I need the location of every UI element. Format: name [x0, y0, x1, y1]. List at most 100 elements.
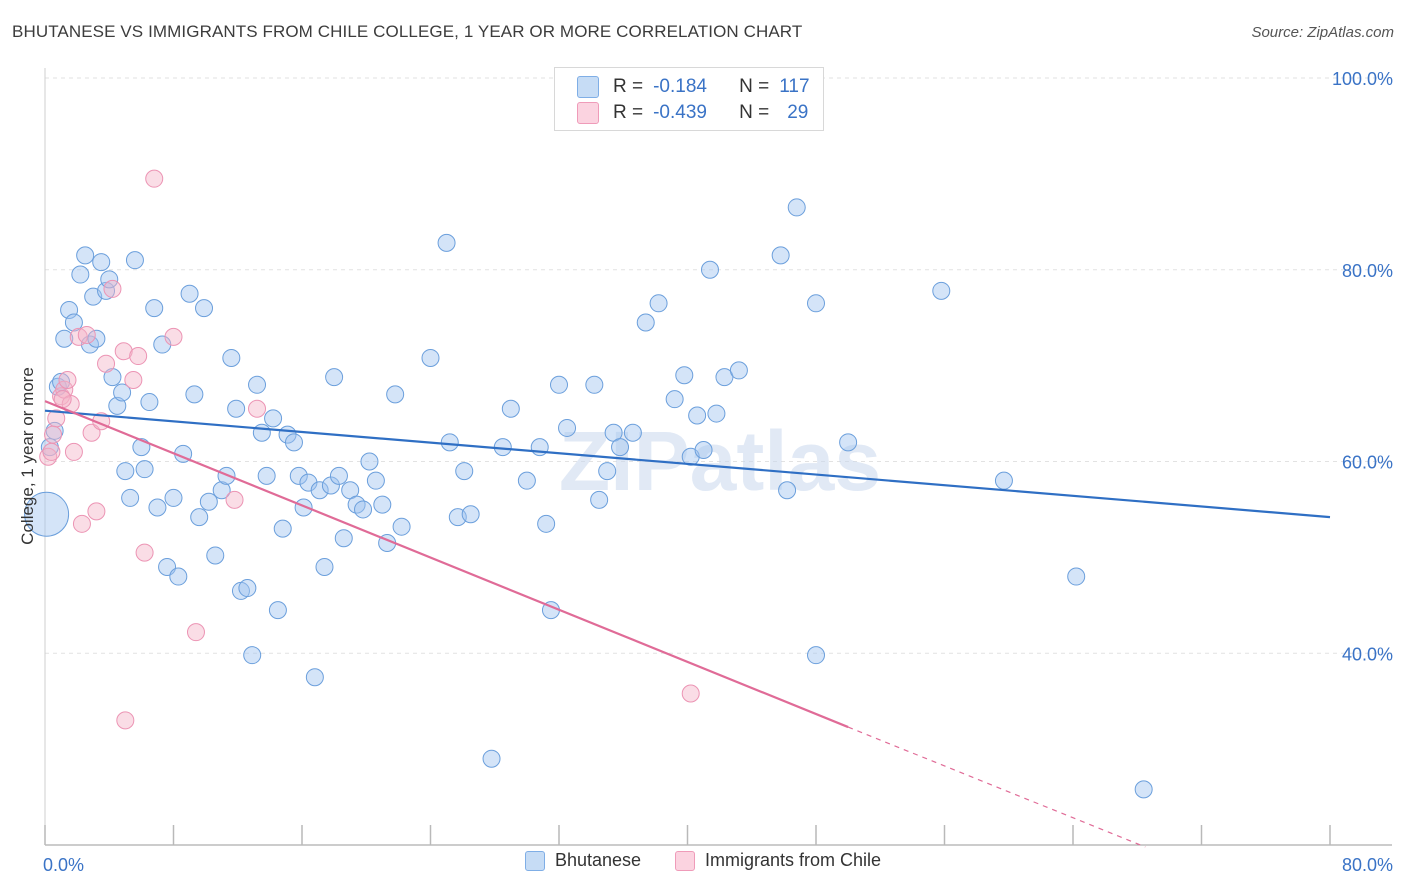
- point-bhutanese: [289, 466, 308, 485]
- point-bhutanese: [501, 399, 520, 418]
- point-bhutanese: [366, 471, 385, 490]
- point-bhutanese: [227, 399, 246, 418]
- point-chile: [39, 447, 58, 466]
- point-bhutanese: [238, 579, 257, 598]
- point-bhutanese: [273, 519, 292, 538]
- point-bhutanese: [148, 498, 167, 517]
- trend-line-chile-extension: [847, 726, 1146, 848]
- point-chile: [44, 425, 63, 444]
- point-chile: [103, 279, 122, 298]
- point-chile: [225, 490, 244, 509]
- point-chile: [129, 347, 148, 366]
- stats-r-label: R =: [613, 76, 644, 97]
- stats-legend: R = -0.184 N = 117 R = -0.439 N = 29: [554, 67, 824, 131]
- point-bhutanese: [180, 284, 199, 303]
- point-bhutanese: [206, 546, 225, 565]
- point-chile: [164, 327, 183, 346]
- y-tick-label: 40.0%: [1342, 644, 1393, 664]
- point-bhutanese: [623, 423, 642, 442]
- point-bhutanese: [325, 368, 344, 387]
- chart-title: BHUTANESE VS IMMIGRANTS FROM CHILE COLLE…: [12, 22, 803, 41]
- legend-item-bhutanese[interactable]: Bhutanese: [524, 850, 641, 871]
- point-bhutanese: [212, 481, 231, 500]
- point-bhutanese: [305, 668, 324, 687]
- point-bhutanese: [675, 366, 694, 385]
- axes: [44, 825, 1392, 846]
- point-bhutanese: [185, 385, 204, 404]
- point-bhutanese: [92, 253, 111, 272]
- point-bhutanese: [461, 505, 480, 524]
- y-tick-label: 100.0%: [1332, 69, 1393, 89]
- data-points: [24, 169, 1153, 799]
- point-chile: [248, 399, 267, 418]
- point-bhutanese: [455, 462, 474, 481]
- point-bhutanese: [558, 418, 577, 437]
- point-bhutanese: [71, 265, 90, 284]
- point-chile: [116, 711, 135, 730]
- tick-labels: 40.0% 60.0% 80.0% 100.0% 0.0% 80.0%: [43, 69, 1393, 875]
- point-bhutanese: [268, 601, 287, 620]
- point-bhutanese: [700, 260, 719, 279]
- stats-n-label: N =: [739, 102, 770, 123]
- point-chile: [145, 169, 164, 188]
- point-bhutanese: [264, 409, 283, 428]
- point-bhutanese: [590, 490, 609, 509]
- point-bhutanese: [284, 433, 303, 452]
- point-bhutanese: [76, 246, 95, 265]
- point-bhutanese: [839, 433, 858, 452]
- stats-swatch-chile: [577, 102, 599, 124]
- point-bhutanese: [190, 508, 209, 527]
- point-bhutanese: [1134, 780, 1153, 799]
- point-bhutanese: [145, 299, 164, 318]
- point-chile: [64, 442, 83, 461]
- point-bhutanese: [199, 492, 218, 511]
- stats-row-chile: R = -0.439 N = 29: [577, 100, 808, 126]
- point-bhutanese: [24, 491, 70, 537]
- point-bhutanese: [440, 433, 459, 452]
- point-bhutanese: [248, 375, 267, 394]
- point-bhutanese: [694, 440, 713, 459]
- stats-row-bhutanese: R = -0.184 N = 117: [577, 74, 810, 100]
- stats-n-value: 29: [787, 102, 809, 123]
- stats-n-value: 117: [779, 76, 810, 97]
- point-chile: [124, 371, 143, 390]
- point-chile: [135, 543, 154, 562]
- y-tick-label: 80.0%: [1342, 261, 1393, 281]
- point-chile: [72, 514, 91, 533]
- legend-swatch-chile: [675, 850, 696, 871]
- point-bhutanese: [611, 438, 630, 457]
- point-bhutanese: [135, 460, 154, 479]
- point-bhutanese: [334, 529, 353, 548]
- point-bhutanese: [707, 404, 726, 423]
- point-bhutanese: [437, 233, 456, 252]
- trend-lines: [44, 400, 1331, 848]
- point-bhutanese: [386, 385, 405, 404]
- point-bhutanese: [55, 329, 74, 348]
- point-bhutanese: [315, 557, 334, 576]
- point-bhutanese: [100, 270, 119, 289]
- point-bhutanese: [994, 471, 1013, 490]
- legend-item-chile[interactable]: Immigrants from Chile: [675, 850, 881, 871]
- trend-line-bhutanese: [44, 409, 1331, 519]
- x-tick-label-max: 80.0%: [1342, 855, 1393, 875]
- point-chile: [97, 354, 116, 373]
- point-chile: [77, 325, 96, 344]
- stats-r-label: R =: [613, 102, 644, 123]
- point-bhutanese: [771, 246, 790, 265]
- point-bhutanese: [354, 500, 373, 519]
- point-bhutanese: [932, 281, 951, 300]
- point-chile: [114, 342, 133, 361]
- point-bhutanese: [585, 375, 604, 394]
- point-chile: [681, 684, 700, 703]
- point-bhutanese: [252, 423, 271, 442]
- point-chile: [87, 502, 106, 521]
- point-bhutanese: [108, 396, 127, 415]
- point-bhutanese: [116, 462, 135, 481]
- point-bhutanese: [169, 567, 188, 586]
- point-bhutanese: [665, 390, 684, 409]
- point-chile: [42, 442, 61, 461]
- y-tick-label: 60.0%: [1342, 453, 1393, 473]
- chart-legend: Bhutanese Immigrants from Chile: [0, 850, 1406, 871]
- trend-line-chile: [44, 400, 849, 729]
